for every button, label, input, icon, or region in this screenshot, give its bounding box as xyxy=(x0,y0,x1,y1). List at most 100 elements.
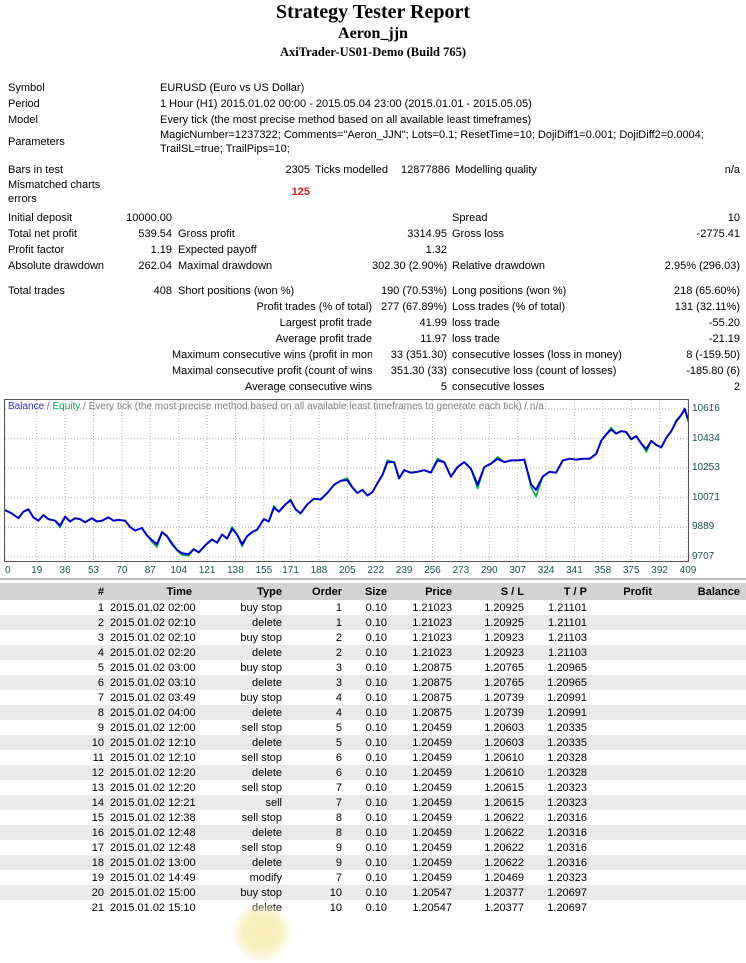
legend-balance: Balance xyxy=(8,401,45,412)
trade-cell xyxy=(593,855,658,870)
trade-cell xyxy=(658,615,746,630)
model-row: Model Every tick (the most precise metho… xyxy=(0,112,746,128)
column-header: Size xyxy=(348,583,393,600)
legend-equity: Equity xyxy=(52,401,81,412)
stats-cell xyxy=(112,347,172,363)
x-axis-label: 409 xyxy=(679,565,697,576)
stats-row: Profit factor 1.19 Expected payoff 1.32 xyxy=(0,242,746,258)
stats-cell: -55.20 xyxy=(708,317,740,329)
parameters-label: Parameters xyxy=(8,136,65,148)
stats-cell xyxy=(172,210,372,226)
trade-cell: 6 xyxy=(0,675,110,690)
trade-cell: 4 xyxy=(0,645,110,660)
trade-cell: 1.20875 xyxy=(393,705,458,720)
trade-cell xyxy=(658,810,746,825)
bars-row: Bars in test 2305 Ticks modelled 1287788… xyxy=(0,162,746,178)
trade-cell: 2015.01.02 12:00 xyxy=(110,721,196,734)
column-header: # xyxy=(0,583,110,600)
stats-cell: Absolute drawdown xyxy=(8,260,105,272)
x-axis-label: 87 xyxy=(144,565,156,576)
stats-row: Initial deposit 10000.00 Spread 10 xyxy=(0,210,746,226)
stats-cell: Initial deposit xyxy=(8,212,73,224)
stats-cell: 33 (351.30) xyxy=(390,349,447,361)
trade-cell: 1.20610 xyxy=(484,751,524,764)
trade-cell: 1.20323 xyxy=(547,781,587,794)
period-row: Period 1 Hour (H1) 2015.01.02 00:00 - 20… xyxy=(0,96,746,112)
trade-cell: 2015.01.02 04:00 xyxy=(110,705,198,720)
stats-cell xyxy=(0,347,112,363)
trade-cell: 1.20316 xyxy=(547,811,587,824)
mismatched-charts-errors-label: Mismatched charts errors xyxy=(8,179,101,205)
column-header: Profit xyxy=(593,583,658,600)
trade-row: 5 2015.01.02 03:00 buy stop 3 0.10 1.20875 1.2… xyxy=(0,660,746,675)
trade-cell: 2015.01.02 15:10 xyxy=(110,901,196,914)
trade-cell: 1.20328 xyxy=(547,751,587,764)
trade-cell: 18 xyxy=(0,855,110,870)
trade-cell xyxy=(593,600,658,615)
mismatch-row: Mismatched charts errors 125 xyxy=(0,178,746,206)
trade-cell xyxy=(593,840,658,855)
trade-cell xyxy=(658,705,746,720)
trade-cell: 0.10 xyxy=(365,841,387,854)
trade-cell: 4 xyxy=(335,691,342,704)
trade-cell: 1.20765 xyxy=(458,675,530,690)
trade-cell xyxy=(658,795,746,810)
modelling-quality-value: n/a xyxy=(724,164,741,176)
trade-cell: 1.20615 xyxy=(458,795,530,810)
stats-cell: 41.99 xyxy=(419,317,447,329)
x-axis-label: 205 xyxy=(338,565,356,576)
trade-cell: 2015.01.02 03:00 xyxy=(110,661,196,674)
stats-cell: consecutive loss (count of losses) xyxy=(452,365,617,377)
stats-cell xyxy=(112,379,172,395)
model-value: Every tick (the most precise method base… xyxy=(160,114,532,126)
trade-cell: 1.20622 xyxy=(484,841,524,854)
y-axis-label: 10253 xyxy=(692,462,720,474)
stats-cell xyxy=(447,242,632,258)
trade-cell: 2015.01.02 02:10 xyxy=(110,631,196,644)
trade-cell xyxy=(593,870,658,885)
trade-cell: buy stop xyxy=(240,631,282,644)
ticks-modelled-label: Ticks modelled xyxy=(315,164,388,176)
trade-cell: 1.20459 xyxy=(393,765,458,780)
trade-cell: 1.20323 xyxy=(547,871,587,884)
trade-cell: 0.10 xyxy=(348,825,393,840)
trade-cell: 0.10 xyxy=(348,705,393,720)
stats-cell: Relative drawdown xyxy=(452,260,545,272)
trade-row: 14 2015.01.02 12:21 sell 7 0.10 1.20459 1.2061… xyxy=(0,795,746,810)
trade-cell xyxy=(593,690,658,705)
trade-cell: delete xyxy=(198,645,288,660)
trade-cell xyxy=(593,750,658,765)
trade-row: 3 2015.01.02 02:10 buy stop 2 0.10 1.21023 1.2… xyxy=(0,630,746,645)
trade-cell: 19 xyxy=(91,871,104,884)
trade-cell: 6 xyxy=(288,765,348,780)
stats-cell: Short positions (won %) xyxy=(178,285,295,297)
x-axis-label: 36 xyxy=(59,565,71,576)
stats-row: Total trades 408 Short positions (won %) 19… xyxy=(0,283,746,299)
report-title: Strategy Tester Report xyxy=(275,1,471,23)
trade-cell: 1.20377 xyxy=(458,885,530,900)
trade-cell: 1.20603 xyxy=(484,721,524,734)
parameters-value: MagicNumber=1237322; Comments="Aeron_JJN… xyxy=(160,129,704,155)
trade-cell xyxy=(593,735,658,750)
x-axis-label: 324 xyxy=(537,565,555,576)
stats-cell: 1.32 xyxy=(425,244,447,256)
trade-cell xyxy=(658,690,746,705)
stats-row: Maximum consecutive wins (profit in mone… xyxy=(0,347,746,363)
stats-cell: 2 xyxy=(733,381,740,393)
trade-cell: 1.20459 xyxy=(412,841,452,854)
x-axis-label: 19 xyxy=(31,565,43,576)
trade-cell: 1.20965 xyxy=(547,661,587,674)
stats-cell xyxy=(0,331,112,347)
trade-cell: 5 xyxy=(97,661,104,674)
trade-cell: 1.20925 xyxy=(484,601,524,614)
x-axis-label: 188 xyxy=(310,565,328,576)
trade-cell xyxy=(658,735,746,750)
trade-row: 10 2015.01.02 12:10 delete 5 0.10 1.20459 1.20… xyxy=(0,735,746,750)
trade-cell: 0.10 xyxy=(348,855,393,870)
trade-cell: 1.20335 xyxy=(530,735,593,750)
trade-cell: 1.21023 xyxy=(412,631,452,644)
trade-cell xyxy=(593,825,658,840)
trade-cell: delete xyxy=(198,825,288,840)
trade-cell: 1.20925 xyxy=(458,615,530,630)
trade-cell: 1.21101 xyxy=(548,601,587,614)
